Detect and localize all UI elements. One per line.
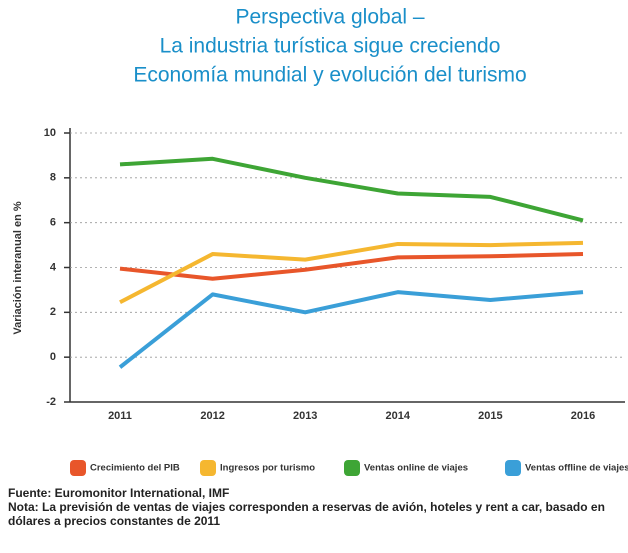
legend-marker — [344, 460, 360, 476]
y-tick-label: 4 — [50, 261, 57, 273]
legend-marker — [505, 460, 521, 476]
y-tick-label: 2 — [50, 306, 56, 318]
legend-label: Ventas offline de viajes — [525, 463, 628, 474]
chart-title: La industria turística sigue creciendo — [160, 35, 501, 58]
legend-marker — [70, 460, 86, 476]
y-tick-label: -2 — [46, 396, 56, 408]
y-tick-label: 0 — [50, 351, 56, 363]
x-tick-label: 2015 — [478, 410, 502, 422]
x-tick-label: 2011 — [108, 410, 132, 422]
series-line — [119, 240, 584, 305]
y-axis-label: Variación interanual en % — [12, 201, 24, 334]
y-tick-label: 6 — [50, 217, 56, 229]
x-tick-label: 2014 — [386, 410, 411, 422]
chart: Perspectiva global – La industria turíst… — [12, 6, 628, 476]
x-tick-label: 2016 — [571, 410, 595, 422]
series-line — [118, 290, 584, 369]
x-tick-label: 2013 — [293, 410, 317, 422]
legend-label: Ventas online de viajes — [364, 463, 468, 474]
x-tick-label: 2012 — [200, 410, 224, 422]
chart-title: Perspectiva global – — [235, 6, 424, 29]
footer: Fuente: Euromonitor International, IMF N… — [8, 486, 608, 528]
y-tick-label: 8 — [50, 172, 56, 184]
legend-label: Crecimiento del PIB — [90, 463, 180, 474]
series-line — [119, 156, 584, 223]
note: Nota: La previsión de ventas de viajes c… — [8, 500, 605, 528]
chart-title: Economía mundial y evolución del turismo — [133, 64, 526, 87]
legend-label: Ingresos por turismo — [220, 463, 315, 474]
legend-marker — [200, 460, 216, 476]
source: Fuente: Euromonitor International, IMF — [8, 486, 230, 500]
series-line — [119, 252, 584, 281]
y-tick-label: 10 — [44, 127, 56, 139]
